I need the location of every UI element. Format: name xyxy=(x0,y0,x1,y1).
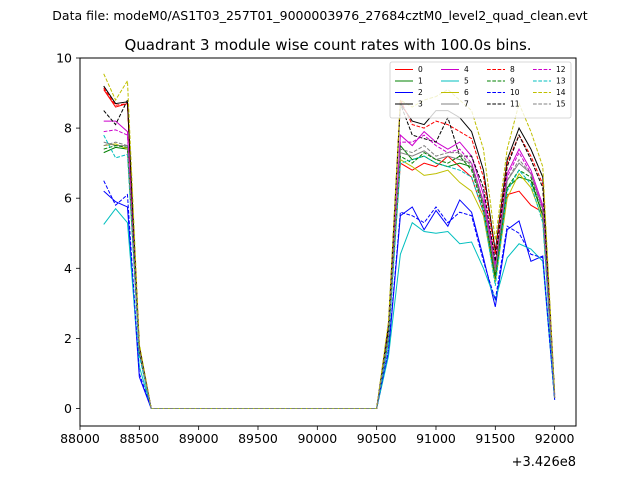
legend-label-8: 8 xyxy=(510,65,515,74)
series-line-14 xyxy=(103,73,556,409)
y-tick-label: 10 xyxy=(56,51,72,66)
legend-label-13: 13 xyxy=(556,77,566,86)
x-tick-label: 91500 xyxy=(475,431,515,446)
x-tick-label: 88000 xyxy=(60,431,100,446)
x-tick-label: 91000 xyxy=(416,431,456,446)
legend-label-12: 12 xyxy=(556,65,566,74)
x-tick-label: 90000 xyxy=(297,431,337,446)
x-axis-offset-label: +3.426e8 xyxy=(512,455,576,470)
data-file-header: Data file: modeM0/AS1T03_257T01_90000039… xyxy=(52,8,587,23)
legend-label-9: 9 xyxy=(510,77,515,86)
chart-title: Quadrant 3 module wise count rates with … xyxy=(124,36,531,54)
series-line-0 xyxy=(103,89,556,409)
y-tick-label: 0 xyxy=(64,401,72,416)
x-tick-label: 88500 xyxy=(119,431,159,446)
series-line-12 xyxy=(103,129,556,409)
x-axis: 88000 88500 89000 89500 90000 90500 91000 91500… xyxy=(60,426,575,446)
plot-area xyxy=(103,73,556,409)
y-tick-label: 6 xyxy=(64,191,72,206)
y-axis: 0 2 4 6 8 10 xyxy=(56,51,80,416)
legend-label-0: 0 xyxy=(418,65,423,74)
y-tick-label: 2 xyxy=(64,331,72,346)
x-tick-label: 89500 xyxy=(238,431,278,446)
legend-label-3: 3 xyxy=(418,100,423,109)
legend-label-11: 11 xyxy=(510,100,520,109)
axes-frame xyxy=(79,57,577,427)
legend-label-1: 1 xyxy=(418,77,423,86)
legend-box xyxy=(389,61,572,119)
series-line-15 xyxy=(103,141,556,409)
legend-label-15: 15 xyxy=(556,100,566,109)
legend-label-4: 4 xyxy=(464,65,469,74)
legend-label-7: 7 xyxy=(464,100,469,109)
series-line-11 xyxy=(103,99,556,409)
legend-label-6: 6 xyxy=(464,88,469,97)
legend-label-5: 5 xyxy=(464,77,469,86)
x-tick-label: 92000 xyxy=(535,431,575,446)
y-tick-label: 4 xyxy=(64,261,72,276)
x-tick-label: 89000 xyxy=(179,431,219,446)
series-line-6 xyxy=(103,143,556,409)
legend-label-14: 14 xyxy=(556,88,566,97)
legend-label-10: 10 xyxy=(510,88,520,97)
series-line-8 xyxy=(103,87,556,409)
y-tick-label: 8 xyxy=(64,121,72,136)
series-line-7 xyxy=(103,141,556,409)
series-line-3 xyxy=(103,85,556,409)
series-line-5 xyxy=(103,207,556,409)
legend-label-2: 2 xyxy=(418,88,423,97)
x-tick-label: 90500 xyxy=(357,431,397,446)
series-line-4 xyxy=(103,120,556,409)
